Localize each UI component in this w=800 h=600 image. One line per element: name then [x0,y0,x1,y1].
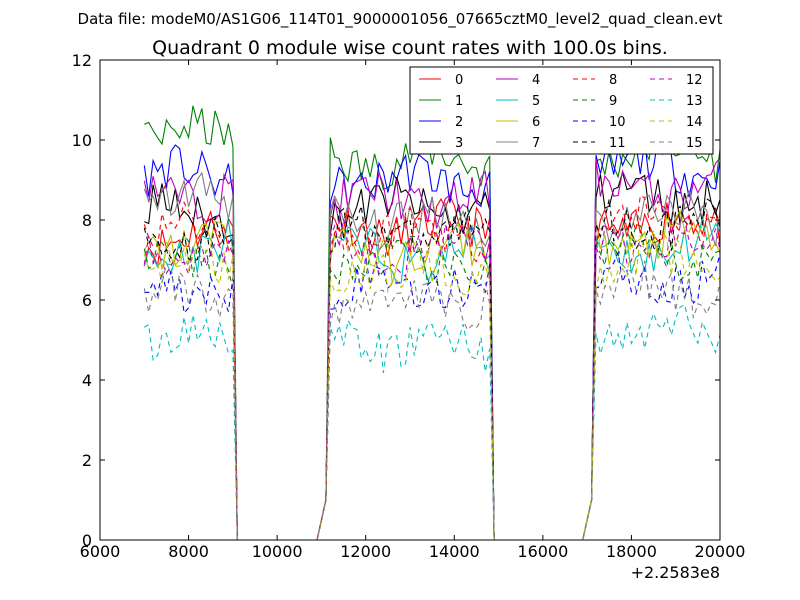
series-line-10 [144,250,721,541]
x-offset-label: +2.2583e8 [631,563,720,582]
legend-box [409,66,714,155]
y-tick-label: 12 [72,51,92,70]
y-tick-label: 0 [82,531,92,550]
legend-label-11: 11 [609,136,626,151]
x-tick-label: 14000 [429,542,480,561]
series-line-9 [143,223,721,541]
legend-label-3: 3 [455,136,463,151]
x-tick-label: 6000 [80,542,121,561]
x-tick-label: 10000 [252,542,303,561]
legend-label-13: 13 [686,94,703,109]
x-tick-label: 18000 [606,542,657,561]
series-line-1 [144,105,721,541]
series-line-14 [143,228,721,541]
series-line-11 [143,197,721,541]
series-line-8 [143,194,721,541]
series-line-13 [144,303,721,541]
series-lines [143,105,721,541]
y-tick-label: 6 [82,291,92,310]
series-line-15 [143,260,721,541]
series-line-3 [144,170,721,541]
axis-ticks: 6000 8000 10000 12000 14000 16000 18000 20000 0 2… [72,51,746,561]
x-tick-label: 16000 [517,542,568,561]
legend-label-6: 6 [532,115,540,130]
legend-label-15: 15 [686,136,703,151]
legend-label-2: 2 [455,115,463,130]
chart-title: Quadrant 0 module wise count rates with … [152,37,668,59]
legend-label-14: 14 [686,115,703,130]
legend-label-0: 0 [455,73,463,88]
legend-label-12: 12 [686,73,703,88]
series-line-4 [143,157,721,541]
series-line-5 [143,218,721,541]
series-line-6 [143,209,721,541]
legend-label-7: 7 [532,136,540,151]
legend-label-10: 10 [609,115,626,130]
x-tick-label: 12000 [340,542,391,561]
y-tick-label: 8 [82,211,92,230]
legend-label-9: 9 [609,94,617,109]
y-tick-label: 2 [82,451,92,470]
legend-label-8: 8 [609,73,617,88]
data-file-suptitle: Data file: modeM0/AS1G06_114T01_90000010… [78,10,723,29]
series-line-7 [143,171,721,541]
x-tick-label: 20000 [695,542,746,561]
y-tick-label: 10 [72,131,92,150]
legend-label-5: 5 [532,94,540,109]
x-tick-label: 8000 [168,542,209,561]
legend-label-4: 4 [532,73,540,88]
y-tick-label: 4 [82,371,92,390]
legend-label-1: 1 [455,94,463,109]
